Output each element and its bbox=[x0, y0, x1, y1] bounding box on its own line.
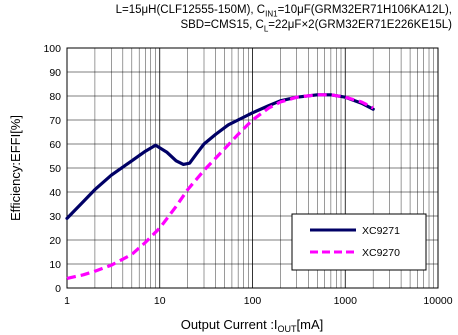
y-tick-label: 40 bbox=[49, 187, 61, 199]
legend-label-xc9270: XC9270 bbox=[362, 247, 400, 259]
x-tick-label: 1000 bbox=[334, 295, 358, 307]
x-tick-label: 10000 bbox=[423, 295, 452, 307]
y-tick-label: 30 bbox=[49, 211, 61, 223]
legend-box bbox=[291, 213, 427, 271]
legend: XC9271 XC9270 bbox=[291, 213, 427, 271]
y-tick-label: 90 bbox=[49, 67, 61, 79]
x-tick-label: 10 bbox=[154, 295, 166, 307]
x-tick-label: 100 bbox=[244, 295, 262, 307]
legend-label-xc9271: XC9271 bbox=[362, 225, 400, 237]
y-tick-label: 70 bbox=[49, 115, 61, 127]
y-tick-label: 20 bbox=[49, 235, 61, 247]
y-axis-title: Efficiency:EFFI[%] bbox=[8, 115, 23, 221]
series-line-xc9271 bbox=[65, 93, 375, 220]
x-axis-title: Output Current :IOUT[mA] bbox=[181, 317, 324, 334]
series-layer bbox=[65, 93, 375, 280]
y-tick-label: 100 bbox=[43, 43, 61, 55]
y-tick-label: 60 bbox=[49, 139, 61, 151]
y-tick-label: 10 bbox=[49, 259, 61, 271]
plot-frame bbox=[66, 47, 439, 289]
y-tick-label: 50 bbox=[49, 163, 61, 175]
series-line-xc9270 bbox=[66, 93, 374, 280]
chart-title-line-2: SBD=CMS15, CL=22μF×2(GRM32ER71E226KE15L) bbox=[180, 19, 452, 34]
y-tick-label: 0 bbox=[55, 283, 61, 295]
chart-title-line-1: L=15μH(CLF12555-150M), CIN1=10μF(GRM32ER… bbox=[115, 4, 452, 19]
x-tick-label: 1 bbox=[64, 295, 70, 307]
y-tick-label: 80 bbox=[49, 91, 61, 103]
